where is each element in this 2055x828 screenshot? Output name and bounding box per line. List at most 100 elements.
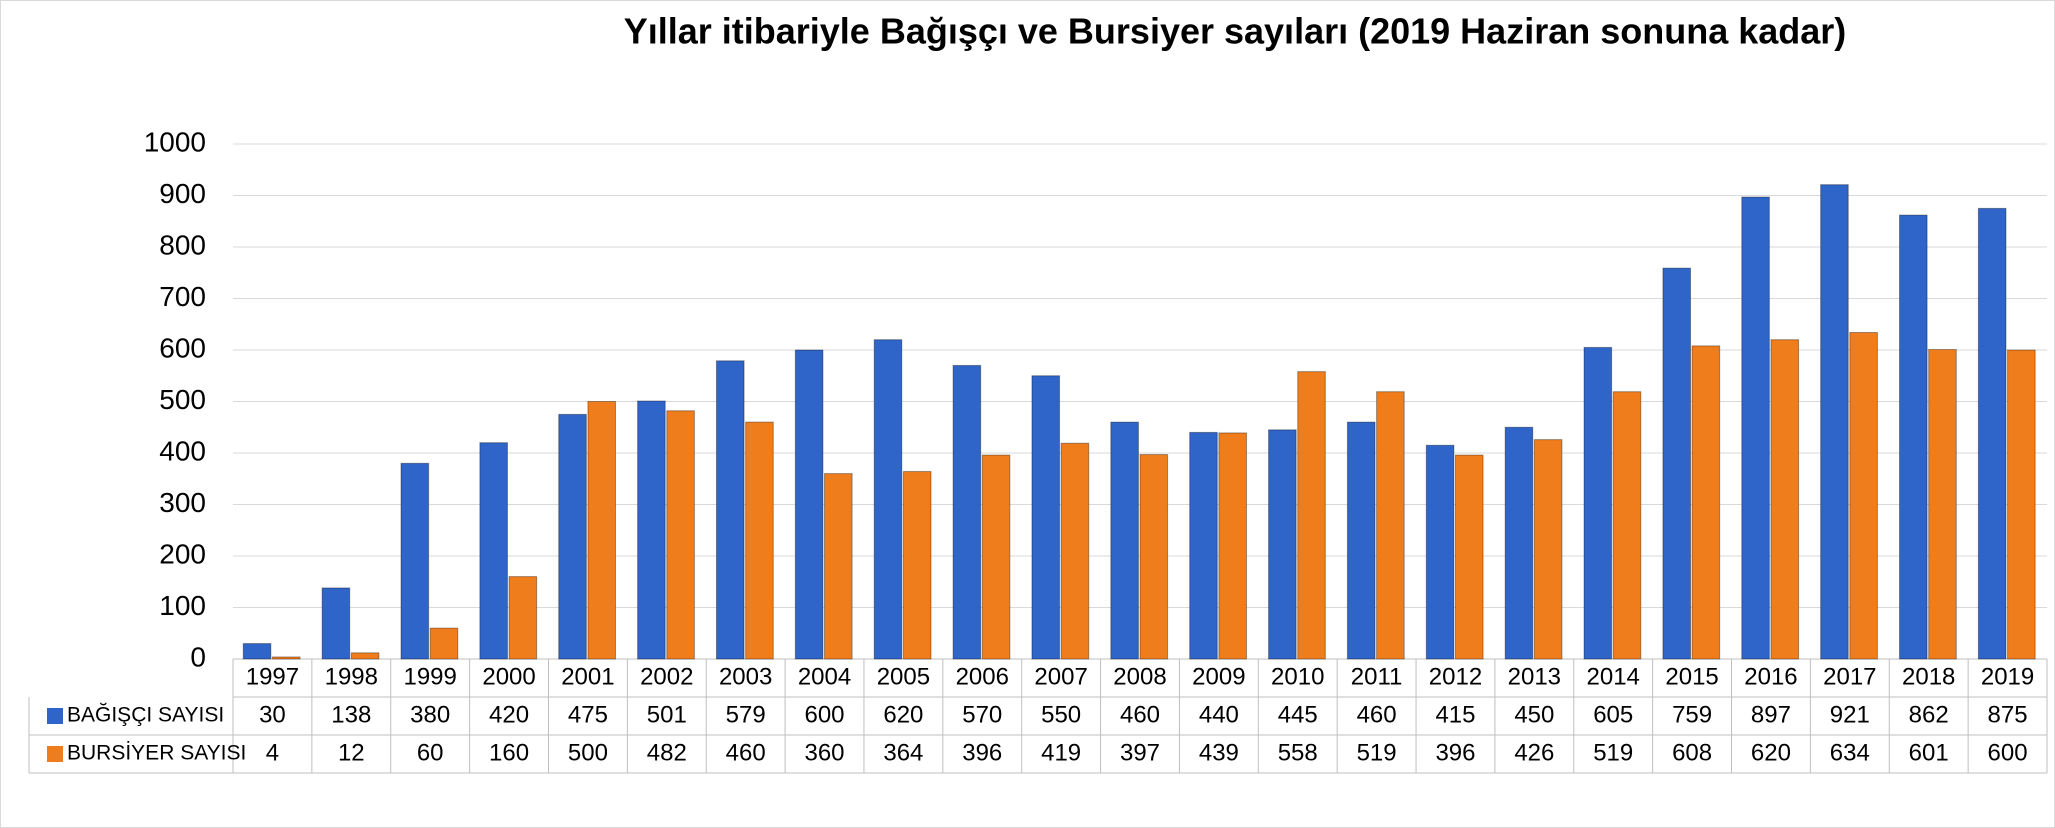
table-value: 364	[883, 739, 923, 766]
bar	[824, 473, 853, 660]
table-value: 605	[1593, 701, 1633, 728]
table-value: 620	[1751, 739, 1791, 766]
bar	[1189, 431, 1218, 660]
y-tick-label: 900	[159, 178, 206, 209]
table-value: 450	[1514, 701, 1554, 728]
bar	[666, 410, 695, 660]
x-tick-label: 2014	[1587, 663, 1640, 690]
bar	[637, 400, 666, 660]
bar	[242, 643, 272, 660]
y-tick-label: 800	[159, 229, 206, 260]
table-value: 460	[1357, 701, 1397, 728]
bar	[1031, 375, 1061, 660]
legend-key	[47, 746, 63, 762]
table-value: 475	[568, 701, 608, 728]
bar	[1139, 454, 1169, 660]
bar	[981, 454, 1011, 660]
table-value: 558	[1278, 739, 1318, 766]
bar	[1820, 184, 1849, 660]
table-value: 420	[489, 701, 529, 728]
table-value: 30	[259, 701, 286, 728]
y-tick-label: 400	[159, 435, 206, 466]
bar	[1504, 426, 1534, 660]
x-tick-label: 2011	[1351, 663, 1403, 690]
table-value: 396	[962, 739, 1002, 766]
table-value: 396	[1435, 739, 1475, 766]
table-value: 380	[410, 701, 450, 728]
bar	[1849, 331, 1878, 660]
table-value: 426	[1514, 739, 1554, 766]
table-value: 500	[568, 739, 608, 766]
bar	[1376, 391, 1405, 660]
x-tick-label: 2018	[1902, 663, 1955, 690]
y-tick-label: 200	[159, 538, 206, 569]
y-tick-label: 300	[159, 487, 206, 518]
table-value: 862	[1909, 701, 1949, 728]
y-tick-label: 700	[159, 281, 206, 312]
table-value: 138	[331, 701, 371, 728]
table-value: 445	[1278, 701, 1318, 728]
x-tick-label: 2004	[798, 663, 851, 690]
y-tick-label: 500	[159, 384, 206, 415]
bar	[400, 462, 430, 660]
legend-key	[47, 708, 63, 724]
table-value: 600	[804, 701, 844, 728]
x-tick-label: 2003	[719, 663, 772, 690]
table-value: 579	[726, 701, 766, 728]
bar	[1110, 421, 1139, 660]
table-value: 601	[1909, 739, 1949, 766]
x-tick-label: 2015	[1665, 663, 1718, 690]
table-value: 550	[1041, 701, 1081, 728]
bar	[873, 339, 903, 660]
table-value: 160	[489, 739, 529, 766]
bar	[1060, 442, 1090, 660]
table-value: 60	[417, 739, 444, 766]
x-tick-label: 2002	[640, 663, 693, 690]
bar	[2007, 349, 2036, 660]
table-value: 460	[726, 739, 766, 766]
table-value: 519	[1593, 739, 1633, 766]
bar	[1218, 432, 1247, 660]
bar	[745, 421, 774, 660]
table-value: 460	[1120, 701, 1160, 728]
bar	[321, 587, 351, 660]
table-value: 439	[1199, 739, 1239, 766]
x-tick-label: 2001	[561, 663, 614, 690]
bar	[1741, 196, 1770, 660]
x-tick-label: 2012	[1429, 663, 1482, 690]
x-tick-label: 2008	[1113, 663, 1166, 690]
bar	[350, 652, 380, 660]
table-value: 875	[1988, 701, 2028, 728]
table-value: 360	[804, 739, 844, 766]
x-tick-label: 1998	[325, 663, 378, 690]
x-tick-label: 1999	[403, 663, 456, 690]
bar	[508, 576, 538, 660]
table-value: 482	[647, 739, 687, 766]
bar	[1899, 214, 1928, 660]
bar	[429, 627, 459, 660]
bar	[1533, 439, 1563, 660]
table-value: 921	[1830, 701, 1870, 728]
bar	[271, 656, 301, 660]
x-tick-label: 2017	[1823, 663, 1876, 690]
bar	[1977, 207, 2007, 660]
bar	[1346, 421, 1376, 660]
chart-title: Yıllar itibariyle Bağışçı ve Bursiyer sa…	[624, 11, 1847, 52]
bar	[715, 360, 745, 660]
legend-label: BURSİYER SAYISI	[67, 742, 246, 765]
bar	[1691, 345, 1721, 660]
table-value: 501	[647, 701, 687, 728]
y-tick-label: 1000	[144, 126, 206, 157]
x-tick-label: 2016	[1744, 663, 1797, 690]
y-tick-label: 600	[159, 332, 206, 363]
bar	[558, 413, 587, 660]
bar	[1770, 339, 1800, 660]
x-tick-label: 2010	[1271, 663, 1324, 690]
x-tick-label: 2019	[1981, 663, 2034, 690]
bar	[794, 349, 824, 660]
bar	[1928, 348, 1957, 660]
x-tick-label: 2007	[1034, 663, 1087, 690]
table-value: 759	[1672, 701, 1712, 728]
bar	[1612, 391, 1642, 660]
